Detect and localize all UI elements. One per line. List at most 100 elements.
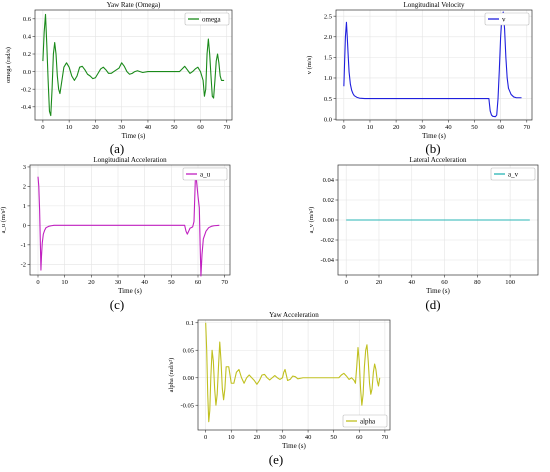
x-tick-label: 50 [471,124,478,131]
x-tick-label: 20 [393,124,400,131]
plot-frame [34,9,233,121]
caption-b: (b) [425,141,441,156]
x-tick-label: 100 [505,279,515,286]
x-tick-label: 30 [419,124,426,131]
x-tick-label: 40 [445,124,452,131]
y-tick-label: -0.4 [21,104,32,111]
y-tick-label: -0.04 [320,257,334,264]
y-tick-label: 0.05 [183,347,194,354]
y-tick-label: 0 [23,223,26,230]
chart-d: Lateral Acceleration 0 20 40 60 80 100 -0.04 -0.… [308,156,539,295]
y-tick-label: 0.02 [323,197,334,204]
x-tick-label: 70 [382,434,389,441]
plot-frame [197,319,391,431]
y-tick-label: 1.0 [324,75,332,82]
x-tick-label: 0 [41,124,44,131]
x-tick-label: 40 [409,279,416,286]
x-tick-label: 10 [367,124,374,131]
y-tick-label: 1 [23,203,26,210]
series-line-a_u [37,170,220,277]
x-tick-label: 60 [197,124,204,131]
y-tick-label: 2.0 [324,34,332,41]
legend: a_v [490,167,536,181]
y-tick-label: 2 [23,184,26,191]
caption-c: (c) [109,297,125,312]
x-tick-label: 60 [195,279,202,286]
chart-title: Yaw Rate (Omega) [107,1,161,9]
x-tick-label: 60 [356,434,363,441]
x-tick-label: 30 [118,124,125,131]
chart-e: Yaw Acceleration 0 10 20 30 40 50 60 70 -0.05 0.00… [168,311,391,450]
caption-d: (d) [425,297,441,312]
x-axis-label: Time (s) [282,442,306,450]
legend-box [342,414,388,428]
x-tick-label: 20 [376,279,383,286]
x-tick-label: 30 [279,434,286,441]
chart-title: Longitudinal Velocity [403,1,465,9]
legend: a_u [182,167,228,181]
y-axis-label: a_v (m/s²) [308,207,315,234]
y-axis-label: omega (rad/s) [5,47,12,83]
x-tick-label: 70 [223,124,230,131]
x-tick-label: 40 [141,279,148,286]
x-tick-label: 20 [88,279,95,286]
x-tick-label: 70 [221,279,228,286]
legend: v [484,12,530,26]
legend-label: a_u [200,171,211,179]
x-tick-label: 10 [228,434,235,441]
y-axis-label: a_u (m/s²) [0,207,7,234]
y-tick-label: 1.5 [324,55,332,62]
legend-label: omega [202,16,222,24]
x-axis-label: Time (s) [426,287,450,295]
legend-box [182,167,228,181]
x-tick-label: 0 [36,279,39,286]
series-line-v [343,11,522,118]
y-tick-label: 0.00 [183,375,194,382]
series-line-omega [42,13,225,117]
x-tick-label: 40 [145,124,152,131]
chart-title: Yaw Acceleration [269,311,319,319]
x-tick-label: 50 [168,279,175,286]
y-axis-label: v (m/s) [306,56,313,75]
y-tick-label: 0.0 [23,69,31,76]
y-tick-label: -1 [21,242,26,249]
chart-title: Lateral Acceleration [410,156,467,164]
legend-label: v [502,16,506,24]
y-tick-label: 0.2 [23,51,31,58]
x-tick-label: 70 [524,124,531,131]
legend-box [490,167,536,181]
y-tick-label: -2 [21,261,26,268]
y-axis-label: alpha (rad/s²) [168,358,175,393]
x-tick-label: 60 [497,124,504,131]
y-tick-label: -0.02 [320,237,334,244]
legend: alpha [342,414,388,428]
caption-a: (a) [109,141,125,156]
y-tick-label: 0.6 [23,16,32,23]
y-tick-label: 0.1 [186,320,194,327]
chart-title: Longitudinal Acceleration [93,156,167,164]
y-tick-label: 0.00 [323,217,334,224]
x-tick-label: 10 [66,124,73,131]
x-tick-label: 50 [330,434,337,441]
y-tick-label: 0.4 [23,34,32,41]
chart-a: Yaw Rate (Omega) 0 10 20 30 40 50 60 70 -0.4 -0.2 0… [5,1,233,140]
x-tick-label: 30 [115,279,122,286]
x-tick-label: 0 [204,434,207,441]
x-tick-label: 50 [171,124,178,131]
legend-box [484,12,530,26]
x-tick-label: 60 [441,279,448,286]
y-tick-label: -0.2 [21,86,31,93]
x-axis-label: Time (s) [422,132,446,140]
chart-b: Longitudinal Velocity 0 10 20 30 40 50 60 70 0.0 0… [306,1,533,140]
x-tick-label: 10 [61,279,68,286]
x-tick-label: 0 [342,124,345,131]
x-tick-label: 40 [305,434,312,441]
y-tick-label: -0.05 [180,402,194,409]
legend-label: alpha [360,418,376,426]
x-tick-label: 80 [474,279,481,286]
y-tick-label: 0.0 [324,116,332,123]
y-tick-label: 0.5 [324,96,332,103]
x-axis-label: Time (s) [122,132,146,140]
legend-box [184,12,230,26]
